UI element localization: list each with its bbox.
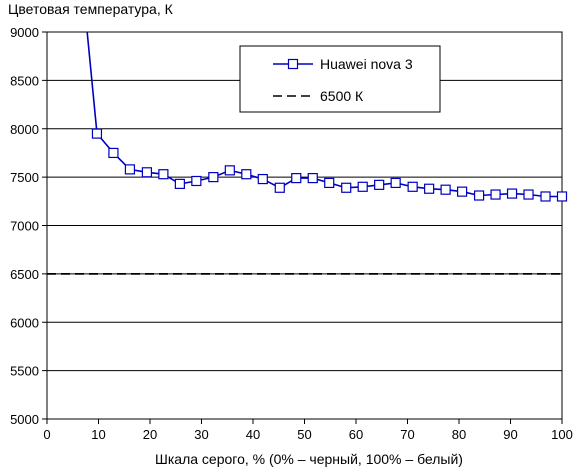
data-point-0-14: [307, 172, 318, 184]
x-tick-label-60: 60: [349, 427, 363, 442]
legend-box: [239, 45, 441, 113]
x-tick-label-30: 30: [194, 427, 208, 442]
data-point-0-10: [241, 169, 252, 180]
y-tick-label-6000: 6000: [10, 315, 39, 330]
data-point-0-29: [556, 191, 568, 202]
data-point-0-28: [540, 191, 551, 202]
data-point-0-26: [506, 188, 518, 199]
x-tick-label-50: 50: [297, 427, 311, 442]
x-tick-label-10: 10: [91, 427, 105, 442]
y-tick-label-7000: 7000: [10, 219, 39, 234]
x-tick-label-0: 0: [43, 427, 50, 442]
data-point-0-18: [374, 179, 385, 190]
legend: Huawei nova 3 6500 К: [239, 45, 441, 113]
data-point-0-8: [208, 172, 219, 183]
data-point-0-2: [108, 147, 119, 159]
y-tick-label-8500: 8500: [10, 73, 39, 88]
data-point-0-11: [257, 173, 268, 185]
x-axis-label: Шкала серого, % (0% – черный, 100% – бел…: [155, 451, 463, 467]
x-tick-label-90: 90: [503, 427, 517, 442]
data-point-0-22: [440, 184, 451, 195]
y-tick-label-5000: 5000: [10, 412, 39, 427]
x-tick-label-80: 80: [452, 427, 466, 442]
data-point-0-7: [191, 175, 202, 187]
x-tick-label-100: 100: [551, 427, 573, 442]
data-point-0-12: [274, 182, 285, 193]
x-tick-label-70: 70: [400, 427, 414, 442]
data-point-0-3: [124, 164, 136, 175]
data-point-0-24: [473, 190, 485, 201]
y-tick-label-5500: 5500: [10, 364, 39, 379]
data-point-0-5: [158, 169, 169, 180]
data-point-0-25: [490, 189, 501, 200]
data-point-0-6: [174, 178, 185, 189]
data-point-0-19: [390, 177, 401, 189]
y-tick-label-8000: 8000: [10, 122, 39, 137]
data-point-0-21: [424, 183, 435, 194]
x-ticks: 0 10 20 30 40 50 60 70 80 90 100: [43, 419, 573, 442]
x-tick-label-20: 20: [143, 427, 157, 442]
legend-label-1: 6500 К: [320, 88, 364, 104]
y-tick-label-6500: 6500: [10, 267, 39, 282]
data-point-0-4: [141, 167, 153, 178]
y-ticks: 5000 5500 6000 6500 7000 7500 8000 8500 9000: [10, 25, 47, 427]
data-point-0-9: [224, 165, 235, 176]
data-point-0-20: [407, 181, 418, 192]
y-axis-label: Цветовая температура, К: [8, 1, 174, 17]
legend-marker-0: [287, 58, 299, 70]
series-group: [47, 32, 568, 275]
data-point-0-23: [456, 186, 468, 197]
data-point-0-15: [324, 177, 335, 189]
data-point-0-16: [341, 182, 352, 193]
data-point-0-1: [91, 128, 103, 139]
legend-label-0: Huawei nova 3: [320, 56, 413, 72]
data-point-0-13: [291, 172, 302, 184]
data-point-0-17: [357, 181, 368, 192]
y-tick-label-7500: 7500: [10, 170, 39, 185]
y-tick-label-9000: 9000: [10, 25, 39, 40]
data-point-0-27: [523, 189, 534, 200]
x-tick-label-40: 40: [246, 427, 260, 442]
gridlines: [47, 79, 562, 372]
